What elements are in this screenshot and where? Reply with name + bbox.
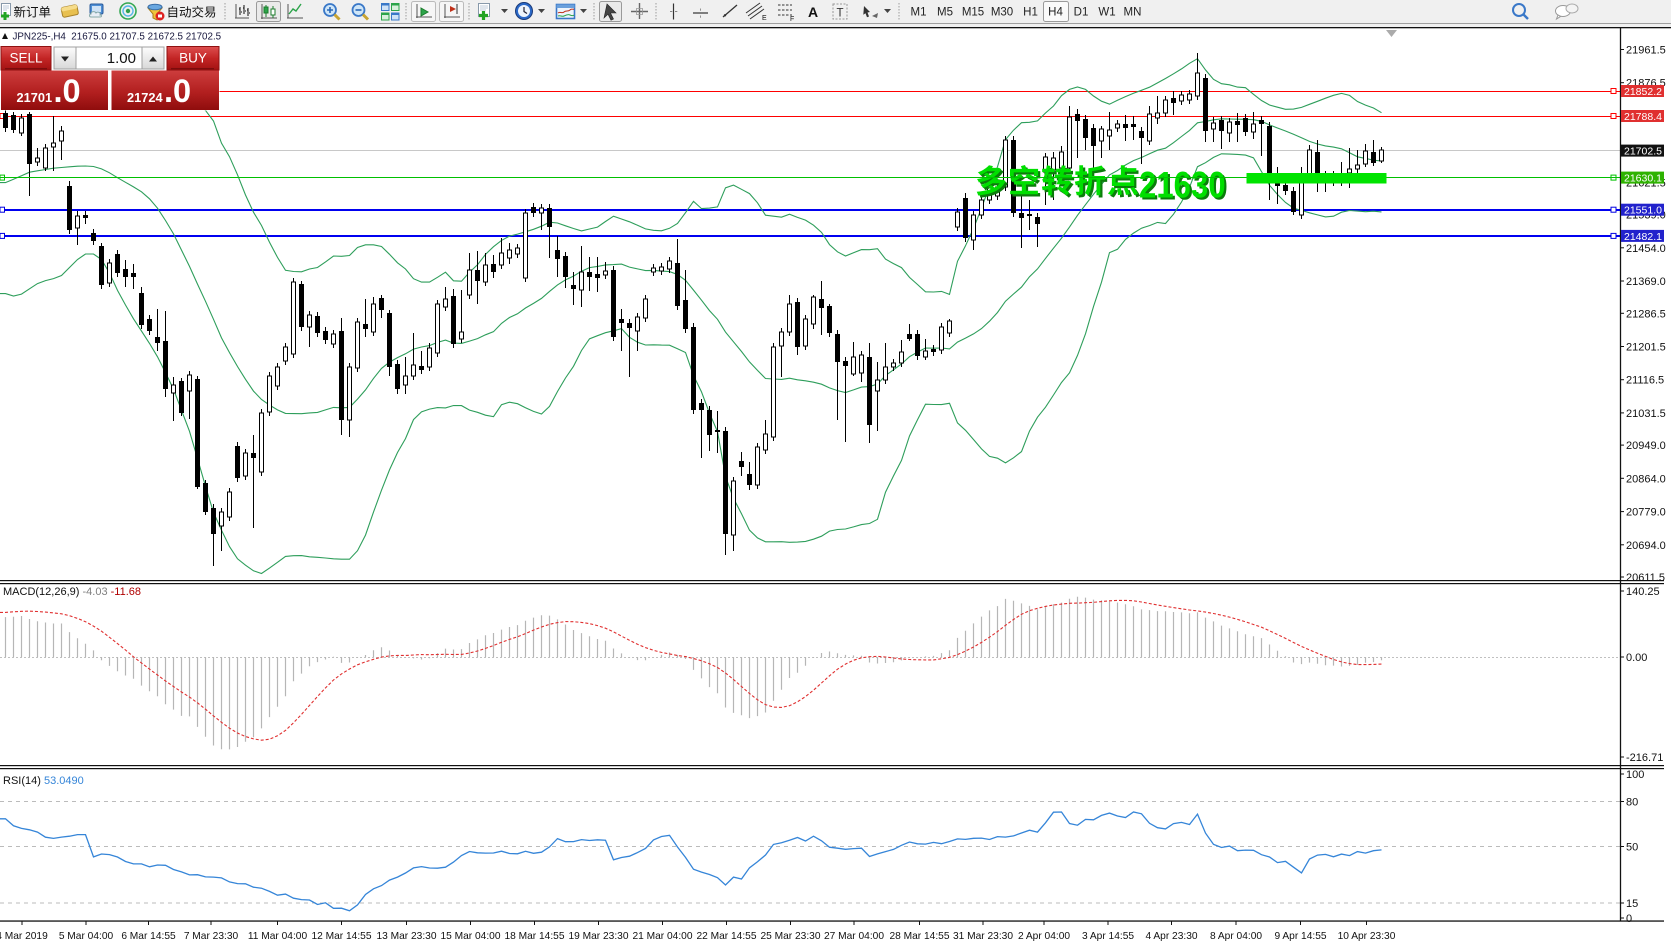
svg-text:27 Mar 04:00: 27 Mar 04:00 [824, 931, 884, 942]
svg-text:T: T [837, 8, 844, 20]
svg-text:2 Apr 04:00: 2 Apr 04:00 [1018, 931, 1070, 942]
svg-text:21201.5: 21201.5 [1626, 342, 1666, 354]
svg-text:7 Mar 23:30: 7 Mar 23:30 [184, 931, 239, 942]
svg-text:MN: MN [1124, 7, 1142, 19]
svg-text:0: 0 [1626, 913, 1632, 925]
svg-text:0.00: 0.00 [1626, 652, 1647, 664]
svg-text:F: F [790, 16, 794, 23]
svg-text:18 Mar 14:55: 18 Mar 14:55 [504, 931, 564, 942]
svg-text:10 Apr 23:30: 10 Apr 23:30 [1338, 931, 1396, 942]
svg-text:19 Mar 23:30: 19 Mar 23:30 [568, 931, 628, 942]
svg-text:31 Mar 23:30: 31 Mar 23:30 [953, 931, 1013, 942]
svg-text:SELL: SELL [9, 51, 43, 66]
svg-text:15: 15 [1626, 898, 1638, 910]
svg-text:.0: .0 [54, 73, 81, 109]
svg-text:E: E [762, 15, 767, 22]
svg-text:20611.5: 20611.5 [1626, 572, 1665, 584]
svg-text:5 Mar 04:00: 5 Mar 04:00 [59, 931, 114, 942]
svg-text:3 Apr 14:55: 3 Apr 14:55 [1082, 931, 1134, 942]
svg-text:.0: .0 [164, 73, 191, 109]
svg-text:M15: M15 [962, 7, 984, 19]
svg-text:22 Mar 14:55: 22 Mar 14:55 [696, 931, 756, 942]
svg-text:-216.71: -216.71 [1626, 752, 1663, 764]
svg-text:100: 100 [1626, 769, 1644, 781]
svg-text:25 Mar 23:30: 25 Mar 23:30 [760, 931, 820, 942]
svg-text:21630: 21630 [1141, 167, 1228, 208]
svg-text:M5: M5 [937, 7, 953, 19]
svg-text:21630: 21630 [1139, 165, 1226, 206]
svg-text:12 Mar 14:55: 12 Mar 14:55 [311, 931, 371, 942]
svg-text:21702.5: 21702.5 [1624, 146, 1662, 158]
svg-text:M1: M1 [911, 7, 927, 19]
svg-text:21031.5: 21031.5 [1626, 408, 1666, 420]
svg-text:W1: W1 [1098, 7, 1115, 19]
svg-text:H4: H4 [1048, 7, 1063, 19]
svg-text:9 Apr 14:55: 9 Apr 14:55 [1274, 931, 1326, 942]
svg-text:21701: 21701 [17, 90, 53, 105]
svg-text:21369.0: 21369.0 [1626, 276, 1666, 288]
svg-text:20949.0: 20949.0 [1626, 440, 1666, 452]
svg-text:21852.2: 21852.2 [1624, 86, 1662, 98]
svg-text:21551.0: 21551.0 [1624, 205, 1662, 217]
svg-text:1.00: 1.00 [107, 50, 136, 67]
svg-text:15 Mar 04:00: 15 Mar 04:00 [440, 931, 500, 942]
svg-text:21116.5: 21116.5 [1626, 375, 1664, 387]
svg-text:21482.1: 21482.1 [1624, 231, 1662, 243]
svg-text:M30: M30 [991, 7, 1013, 19]
svg-text:H1: H1 [1023, 7, 1038, 19]
svg-text:80: 80 [1626, 797, 1638, 809]
svg-text:50: 50 [1626, 842, 1638, 854]
svg-text:21 Mar 04:00: 21 Mar 04:00 [632, 931, 692, 942]
svg-text:20779.0: 20779.0 [1626, 507, 1666, 519]
svg-text:21788.4: 21788.4 [1624, 111, 1662, 123]
svg-text:21454.0: 21454.0 [1626, 243, 1666, 255]
svg-text:21286.5: 21286.5 [1626, 308, 1666, 320]
svg-text:RSI(14) 53.0490: RSI(14) 53.0490 [3, 775, 84, 787]
svg-text:BUY: BUY [179, 51, 207, 66]
svg-text:4 Apr 23:30: 4 Apr 23:30 [1145, 931, 1197, 942]
svg-text:4 Mar 2019: 4 Mar 2019 [0, 931, 48, 942]
svg-text:D1: D1 [1074, 7, 1089, 19]
svg-text:21724: 21724 [127, 90, 163, 105]
svg-text:13 Mar 23:30: 13 Mar 23:30 [376, 931, 436, 942]
svg-text:21961.5: 21961.5 [1626, 45, 1666, 57]
svg-text:8 Apr 04:00: 8 Apr 04:00 [1210, 931, 1262, 942]
svg-text:MACD(12,26,9) -4.03 -11.68: MACD(12,26,9) -4.03 -11.68 [3, 586, 141, 598]
svg-text:11 Mar 04:00: 11 Mar 04:00 [248, 931, 308, 942]
svg-text:20694.0: 20694.0 [1626, 540, 1666, 552]
svg-text:20864.0: 20864.0 [1626, 473, 1666, 485]
svg-text:28 Mar 14:55: 28 Mar 14:55 [889, 931, 949, 942]
svg-text:6 Mar 14:55: 6 Mar 14:55 [121, 931, 176, 942]
svg-text:JPN225-,H4 21675.0 21707.5 21: JPN225-,H4 21675.0 21707.5 21672.5 21702… [13, 32, 222, 43]
svg-text:140.25: 140.25 [1626, 586, 1660, 598]
svg-text:A: A [808, 4, 818, 20]
svg-text:21630.1: 21630.1 [1624, 173, 1662, 185]
